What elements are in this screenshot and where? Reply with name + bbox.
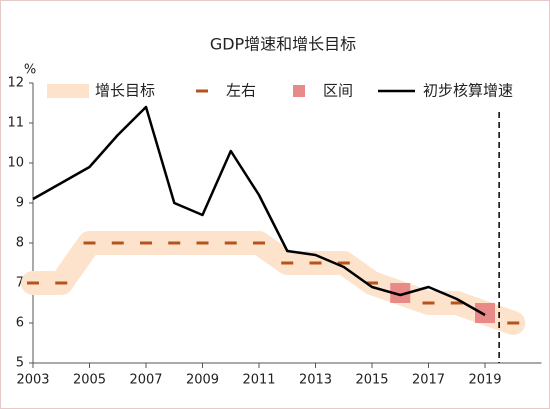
legend-swatch [47, 84, 89, 98]
y-unit: % [24, 63, 36, 78]
x-tick-label: 2009 [186, 373, 219, 388]
legend-swatch [293, 85, 305, 97]
x-tick-label: 2007 [129, 373, 162, 388]
y-tick-label: 7 [16, 276, 24, 291]
x-tick-label: 2015 [355, 373, 388, 388]
plot-area: 5 6 7 8 9 10 11 12 2003 2005 2007 2009 2011 2013 2015 2… [7, 76, 542, 388]
gdp-line [32, 105, 486, 317]
range-square [475, 303, 495, 323]
chart-title: GDP增速和增长目标 [210, 35, 356, 54]
x-tick-label: 2003 [16, 373, 49, 388]
x-tick-label: 2013 [299, 373, 332, 388]
x-tick-label: 2019 [468, 373, 501, 388]
range-square [390, 283, 411, 303]
y-tick-label: 5 [16, 356, 24, 371]
legend-label: 区间 [323, 82, 353, 100]
x-tick-label: 2005 [73, 373, 106, 388]
y-tick-label: 11 [7, 116, 24, 131]
y-tick-label: 9 [16, 196, 24, 211]
y-tick-label: 12 [7, 76, 24, 91]
target-band [21, 231, 526, 335]
legend-label: 初步核算增速 [423, 82, 513, 100]
legend-label: 增长目标 [95, 82, 155, 100]
legend-label: 左右 [226, 82, 256, 100]
x-tick-label: 2011 [242, 373, 275, 388]
x-tick-label: 2017 [412, 373, 445, 388]
y-tick-label: 8 [16, 236, 24, 251]
y-tick-label: 10 [7, 156, 24, 171]
y-tick-label: 6 [16, 316, 24, 331]
legend: 增长目标 左右 区间 初步核算增速 [47, 82, 513, 100]
